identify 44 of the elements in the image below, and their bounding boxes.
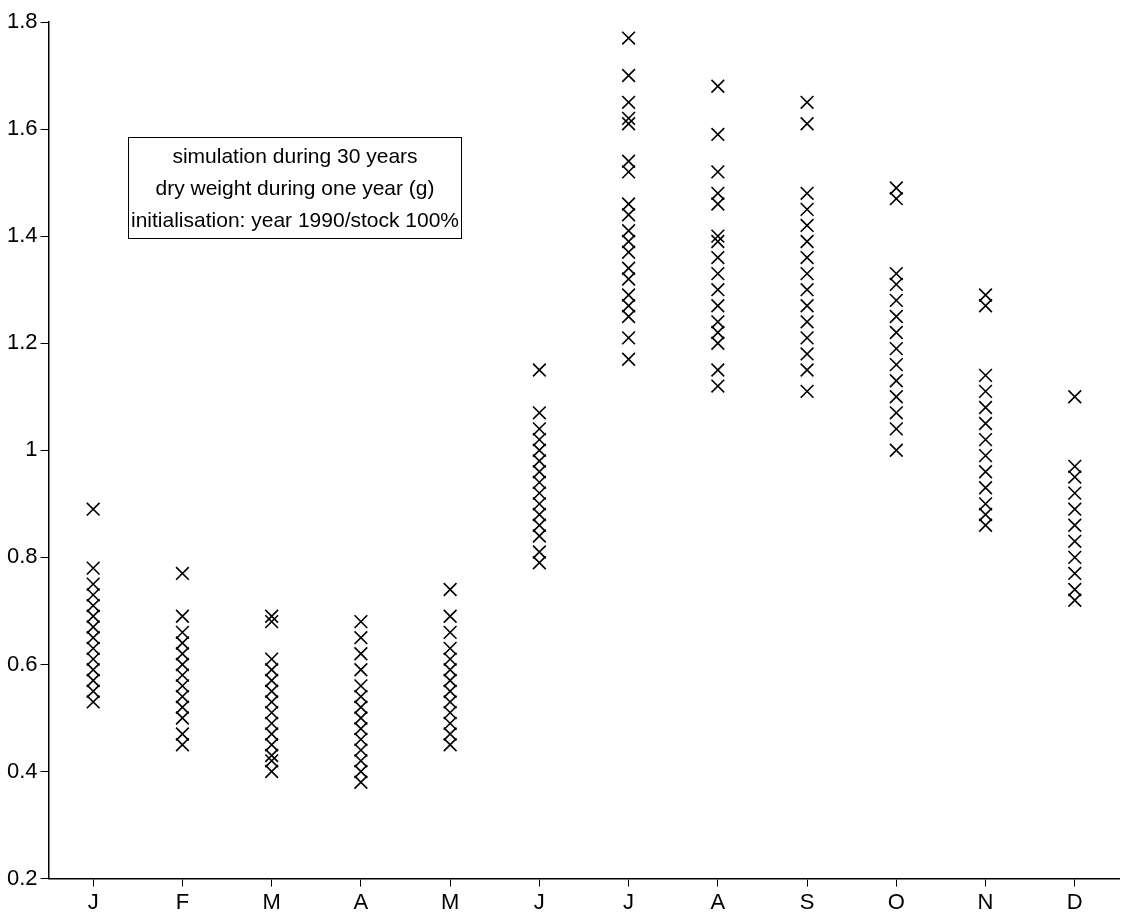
point <box>86 502 101 517</box>
x-tick-label: J <box>533 888 545 914</box>
annotation: initialisation: year 1990/stock 100% <box>131 207 460 233</box>
point <box>799 95 815 110</box>
point <box>621 330 636 346</box>
annotation: dry weight during one year (g) <box>154 175 436 201</box>
y-tick-label: 1.8 <box>6 8 38 34</box>
x-tick-label: J <box>623 888 635 914</box>
point <box>710 79 726 94</box>
point <box>799 384 815 399</box>
point <box>889 443 904 458</box>
x-tick-label: J <box>87 888 99 914</box>
point <box>1067 389 1082 404</box>
y-tick-label: 1.4 <box>6 222 38 248</box>
y-tick-label: 0.2 <box>6 864 38 890</box>
y-tick-label: 1.6 <box>6 115 38 141</box>
x-tick-label: F <box>175 888 190 914</box>
point <box>710 127 726 142</box>
point <box>621 352 636 367</box>
point <box>532 362 547 378</box>
x-tick-label: A <box>710 888 726 914</box>
y-tick-label: 1.2 <box>6 329 38 355</box>
x-tick-label: N <box>977 888 994 914</box>
point <box>621 68 636 83</box>
point <box>799 116 815 131</box>
x-tick-label: S <box>799 888 815 914</box>
point <box>710 228 726 244</box>
point <box>442 582 458 597</box>
x-tick-label: D <box>1066 888 1083 914</box>
point <box>264 609 279 624</box>
annotation: simulation during 30 years <box>171 143 419 169</box>
point <box>264 614 279 629</box>
y-tick-label: 1 <box>25 436 38 462</box>
y-tick-label: 0.8 <box>6 543 38 569</box>
x-tick-label: M <box>262 888 281 914</box>
point <box>710 164 726 180</box>
x-tick-label: A <box>353 888 369 914</box>
x-tick-label: O <box>887 888 905 914</box>
y-tick-label: 0.6 <box>6 650 38 676</box>
x-tick-label: M <box>440 888 460 914</box>
point <box>621 116 636 131</box>
point <box>175 566 190 581</box>
point <box>621 30 636 46</box>
y-tick-label: 0.4 <box>6 757 38 783</box>
